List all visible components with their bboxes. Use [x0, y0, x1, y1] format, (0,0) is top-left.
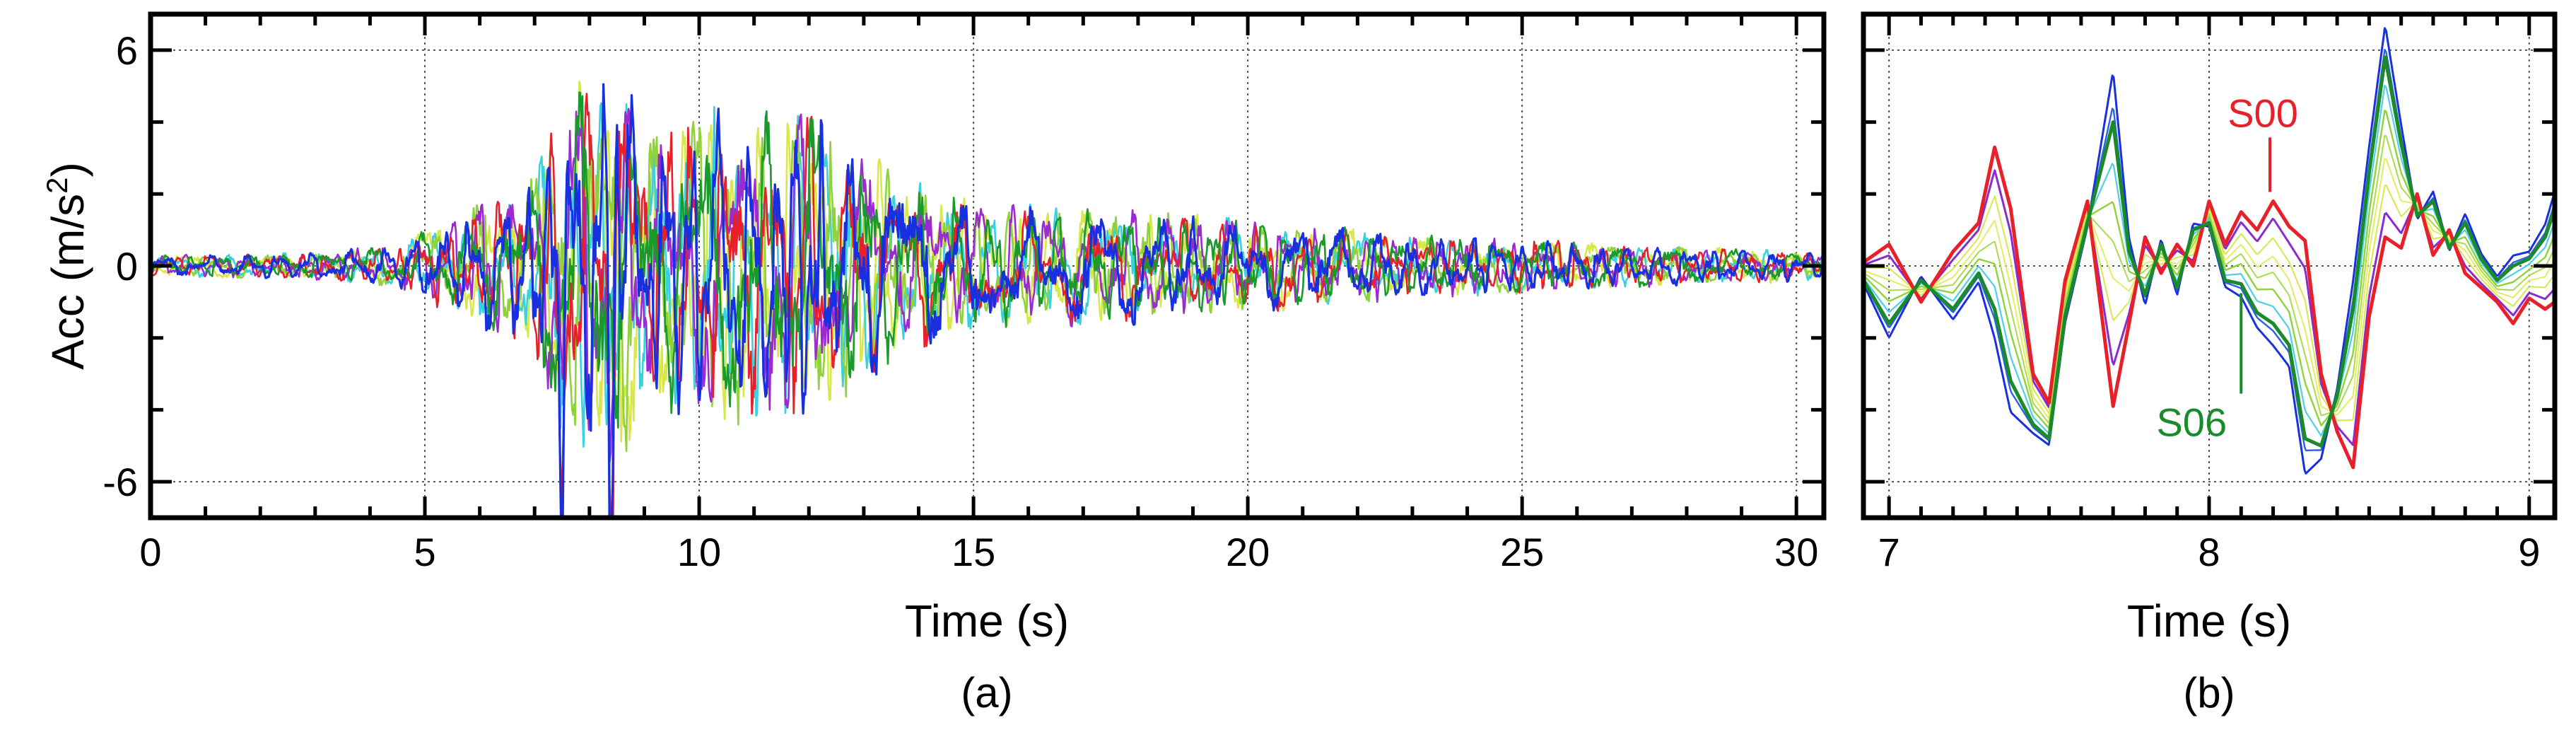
y-axis-title-main: Acc (m/s — [42, 194, 93, 370]
panel-a-x-tick-labels: 0 5 10 15 20 25 30 — [139, 530, 1818, 574]
panel-a-series-line — [151, 93, 1824, 518]
panel-a-grid — [151, 14, 1824, 518]
x-tick-label: 9 — [2518, 530, 2540, 574]
panel-a-y-axis-title: Acc (m/s2) — [40, 162, 94, 370]
panel-a-x-axis-title: Time (s) — [905, 596, 1069, 646]
panel-b: 7 8 9 S00 S06 Time (s) (b) — [1861, 11, 2558, 716]
panel-a-y-tick-labels: 6 0 -6 — [103, 28, 138, 504]
y-tick-label: 6 — [116, 28, 138, 73]
x-tick-label: 10 — [677, 530, 721, 574]
series-line-s00 — [1863, 145, 2555, 470]
x-tick-label: 30 — [1774, 530, 1818, 574]
series-line-s06 — [1863, 55, 2555, 448]
x-tick-label: 0 — [139, 530, 161, 574]
panel-b-ticks — [1863, 14, 2555, 518]
y-tick-label: 0 — [116, 244, 138, 289]
panel-b-series-line — [1863, 49, 2555, 452]
x-tick-label: 7 — [1878, 530, 1900, 574]
panel-label-b: (b) — [2183, 669, 2235, 716]
x-tick-label: 15 — [952, 530, 995, 574]
y-axis-title-superscript: 2 — [40, 178, 74, 194]
panel-a-series-line — [151, 91, 1824, 429]
panel-b-series-line — [1863, 134, 2555, 424]
x-tick-label: 5 — [414, 530, 435, 574]
panel-b-series-line — [1863, 110, 2555, 429]
panel-b-series-line — [1863, 158, 2555, 419]
y-tick-label: -6 — [103, 460, 138, 504]
panel-a-series — [151, 81, 1824, 518]
annotation-s06-label: S06 — [2156, 400, 2227, 445]
panel-b-x-axis-title: Time (s) — [2127, 596, 2291, 646]
panel-b-annotations: S00 S06 — [2156, 91, 2297, 444]
x-tick-label: 20 — [1226, 530, 1270, 574]
panel-a: 0 5 10 15 20 25 30 60-6 Time (s) Acc (m/s2) (a… — [40, 11, 1827, 716]
x-tick-label: 25 — [1500, 530, 1544, 574]
panel-b-x-tick-labels: 7 8 9 — [1878, 530, 2541, 574]
panel-b-grid — [1863, 14, 2555, 518]
panel-a-series-line — [151, 83, 1824, 518]
panel-label-a: (a) — [961, 669, 1012, 716]
panel-b-series — [1863, 27, 2555, 475]
panel-a-ticks — [148, 14, 1824, 518]
annotation-s00-label: S00 — [2227, 91, 2298, 135]
x-tick-label: 8 — [2198, 530, 2220, 574]
y-axis-title-close: ) — [42, 162, 93, 177]
